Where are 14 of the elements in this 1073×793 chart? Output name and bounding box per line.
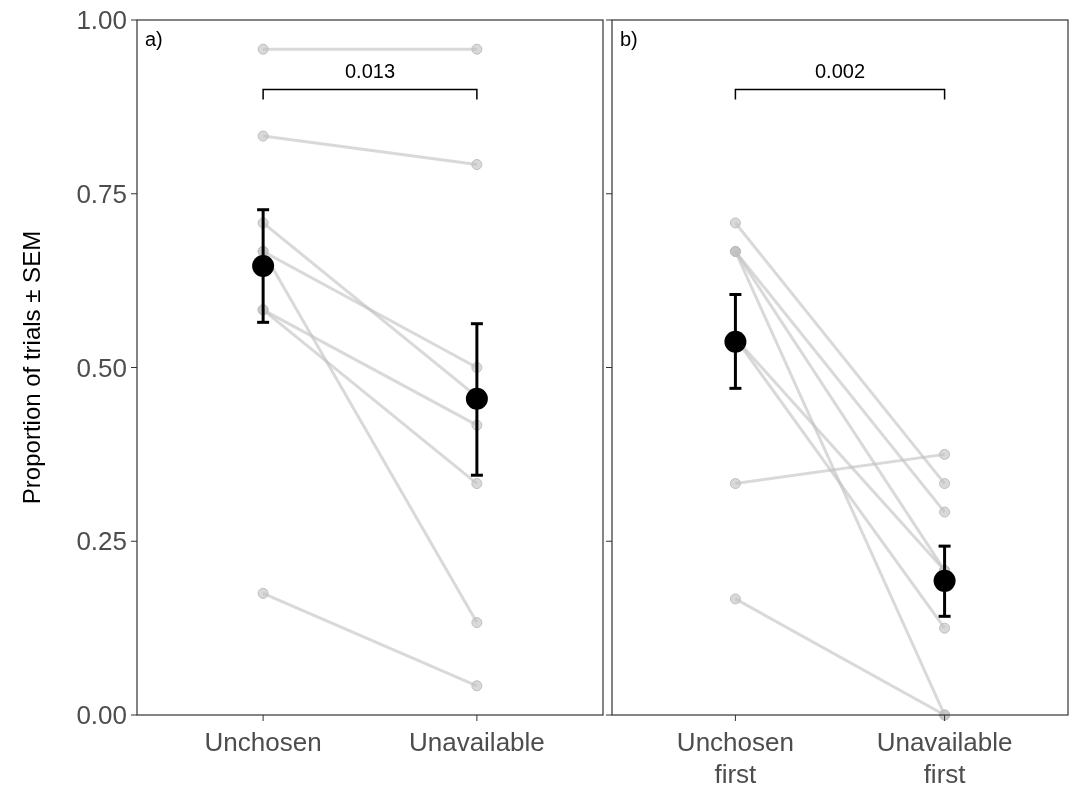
x-tick-label: Unavailable first [876,727,1013,789]
y-tick-label: 0.00 [76,700,127,731]
x-tick-label: Unavailable [408,727,545,757]
chart-title: a) [145,28,163,50]
annotation: 0.013 [344,59,396,82]
y-tick-label: 0.25 [76,526,127,557]
x-tick-label: Unchosen [204,727,322,757]
y-tick-label: 0.50 [76,352,127,383]
chart-title: b) [620,28,638,50]
y-tick-label: 0.75 [76,178,127,209]
x-tick-label: Unchosen first [676,727,794,789]
y-axis-title: Proportion of trials ± SEM [18,230,45,505]
annotation: 0.002 [814,59,866,82]
y-tick-label: 1.00 [76,5,127,36]
